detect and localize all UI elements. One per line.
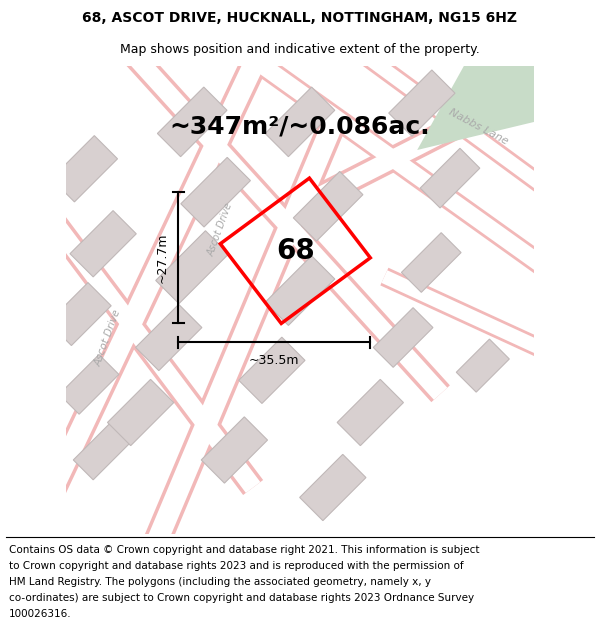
Text: Ascot Drive: Ascot Drive bbox=[93, 308, 123, 368]
Polygon shape bbox=[48, 282, 111, 346]
Polygon shape bbox=[73, 420, 133, 480]
Polygon shape bbox=[239, 337, 305, 404]
Polygon shape bbox=[401, 232, 461, 292]
Text: Nabbs Lane: Nabbs Lane bbox=[447, 107, 509, 146]
Text: 68: 68 bbox=[276, 237, 314, 265]
Polygon shape bbox=[70, 211, 136, 277]
Text: 100026316.: 100026316. bbox=[9, 609, 71, 619]
Text: Map shows position and indicative extent of the property.: Map shows position and indicative extent… bbox=[120, 42, 480, 56]
Polygon shape bbox=[157, 87, 227, 157]
Polygon shape bbox=[59, 354, 119, 414]
Text: ~35.5m: ~35.5m bbox=[249, 354, 299, 367]
Text: Contains OS data © Crown copyright and database right 2021. This information is : Contains OS data © Crown copyright and d… bbox=[9, 545, 479, 555]
Polygon shape bbox=[107, 379, 174, 446]
Polygon shape bbox=[265, 256, 335, 326]
Text: ~27.7m: ~27.7m bbox=[156, 232, 169, 283]
Text: HM Land Registry. The polygons (including the associated geometry, namely x, y: HM Land Registry. The polygons (includin… bbox=[9, 577, 431, 587]
Polygon shape bbox=[181, 158, 250, 227]
Polygon shape bbox=[420, 148, 480, 208]
Text: ~347m²/~0.086ac.: ~347m²/~0.086ac. bbox=[170, 114, 430, 139]
Polygon shape bbox=[373, 308, 433, 368]
Polygon shape bbox=[337, 379, 403, 446]
Text: to Crown copyright and database rights 2023 and is reproduced with the permissio: to Crown copyright and database rights 2… bbox=[9, 561, 464, 571]
Polygon shape bbox=[265, 87, 335, 157]
Polygon shape bbox=[299, 454, 366, 521]
Polygon shape bbox=[456, 339, 509, 392]
Polygon shape bbox=[156, 231, 229, 304]
Text: co-ordinates) are subject to Crown copyright and database rights 2023 Ordnance S: co-ordinates) are subject to Crown copyr… bbox=[9, 593, 474, 603]
Polygon shape bbox=[201, 417, 268, 483]
Polygon shape bbox=[51, 136, 118, 202]
Polygon shape bbox=[389, 70, 455, 136]
Polygon shape bbox=[417, 66, 535, 150]
Text: Ascot Drive: Ascot Drive bbox=[206, 202, 235, 258]
Polygon shape bbox=[136, 304, 202, 371]
Text: 68, ASCOT DRIVE, HUCKNALL, NOTTINGHAM, NG15 6HZ: 68, ASCOT DRIVE, HUCKNALL, NOTTINGHAM, N… bbox=[83, 11, 517, 26]
Polygon shape bbox=[293, 171, 363, 241]
